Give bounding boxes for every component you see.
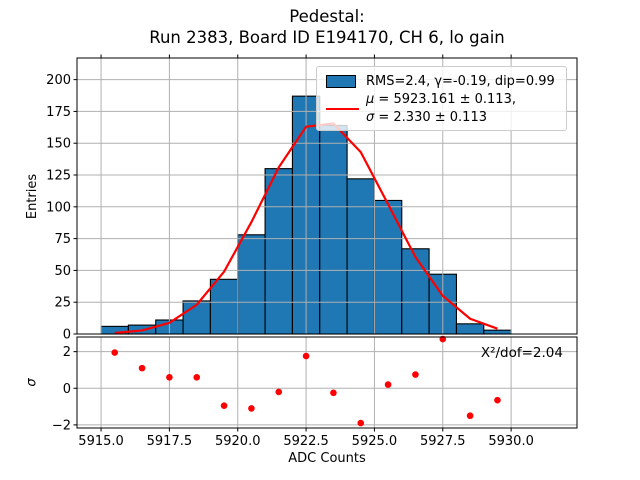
residual-point <box>193 373 201 381</box>
residual-point <box>166 373 173 381</box>
y-axis-label-entries: Entries <box>25 173 41 220</box>
y-axis-label-sigma: σ <box>24 378 40 387</box>
residual-axes-spines <box>76 336 578 429</box>
residual-point <box>220 402 228 409</box>
legend-fit-mu-line: μ = 5923.161 ± 0.113, <box>366 92 516 107</box>
residual-point <box>302 352 310 360</box>
y-tick-label: 100 <box>46 200 71 215</box>
x-axis-label: ADC Counts <box>288 451 366 466</box>
legend-row-fit: μ = 5923.161 ± 0.113, σ = 2.330 ± 0.113 <box>326 91 560 127</box>
x-tick-label: 5930.0 <box>488 434 534 449</box>
y-tick-label: 150 <box>46 137 71 152</box>
histogram-bar <box>264 168 293 335</box>
y-tick-label: −2 <box>52 418 71 433</box>
x-tick-label: 5920.0 <box>215 434 261 449</box>
histogram-swatch-col <box>326 74 366 88</box>
fit-swatch-col <box>326 108 366 110</box>
residual-point <box>412 371 419 378</box>
y-tick-label: 125 <box>46 169 71 184</box>
legend-hist-label: RMS=2.4, γ=-0.19, dip=0.99 <box>366 73 555 89</box>
residual-point <box>494 396 501 404</box>
y-tick-label: 25 <box>54 296 71 311</box>
fit-curve <box>114 122 498 335</box>
chart-title: Pedestal: Run 2383, Board ID E194170, CH… <box>77 6 577 48</box>
histogram-bar <box>455 323 485 335</box>
x-tick-label: 5915.0 <box>78 434 124 449</box>
histogram-bar <box>401 248 430 335</box>
histogram-bar <box>346 178 375 335</box>
residual-point <box>357 419 365 427</box>
residual-point <box>248 405 255 412</box>
residual-point <box>330 389 337 397</box>
chart-title-line1: Pedestal: <box>289 7 365 26</box>
x-tick-label: 5922.5 <box>283 434 329 449</box>
histogram-bar <box>483 329 512 335</box>
residual-point <box>111 349 119 356</box>
legend: RMS=2.4, γ=-0.19, dip=0.99 μ = 5923.161 … <box>316 66 567 131</box>
chi2-annotation: X²/dof=2.04 <box>480 345 563 361</box>
histogram-bar <box>209 278 239 335</box>
legend-fit-label: μ = 5923.161 ± 0.113, σ = 2.330 ± 0.113 <box>366 91 516 127</box>
residual-point <box>275 388 283 396</box>
fit-line-swatch <box>326 108 359 110</box>
legend-fit-sigma-line: σ = 2.330 ± 0.113 <box>366 110 487 125</box>
y-tick-label: 0 <box>63 382 71 397</box>
residual-point <box>384 381 392 388</box>
y-tick-label: 175 <box>46 105 71 120</box>
x-tick-label: 5925.0 <box>352 434 398 449</box>
histogram-bar <box>237 234 266 335</box>
y-tick-label: 200 <box>46 73 71 88</box>
legend-row-histogram: RMS=2.4, γ=-0.19, dip=0.99 <box>326 71 560 91</box>
y-tick-label: 75 <box>54 232 71 247</box>
chart-title-line2: Run 2383, Board ID E194170, CH 6, lo gai… <box>149 28 505 48</box>
residual-point <box>138 364 146 372</box>
histogram-bar <box>319 124 348 335</box>
residual-point <box>466 412 474 420</box>
x-tick-label: 5917.5 <box>147 434 193 449</box>
y-tick-label: 2 <box>63 345 71 360</box>
main-axes-spines <box>76 57 578 335</box>
y-tick-label: 0 <box>63 328 71 343</box>
histogram-swatch <box>326 74 356 88</box>
x-tick-label: 5927.5 <box>420 434 466 449</box>
y-tick-label: 50 <box>54 264 71 279</box>
